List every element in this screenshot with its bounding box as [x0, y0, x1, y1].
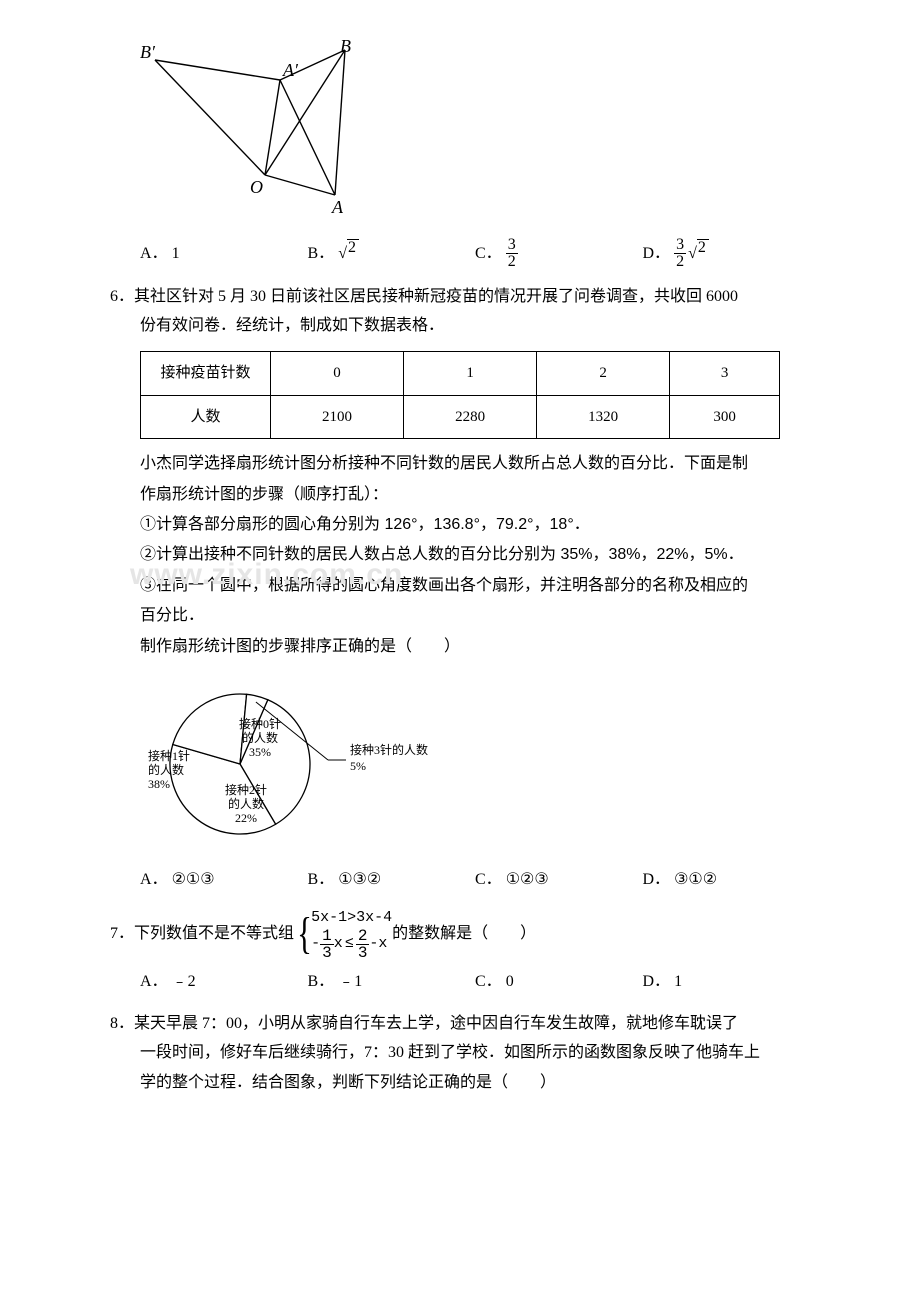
svg-text:22%: 22% — [235, 811, 257, 825]
svg-text:接种0针: 接种0针 — [239, 716, 281, 731]
q6-table: 接种疫苗针数 0 1 2 3 人数 2100 2280 1320 300 — [140, 351, 810, 439]
svg-text:接种1针: 接种1针 — [148, 748, 190, 763]
q7-option-a: A．﹣2 — [140, 967, 308, 997]
table-cell: 2100 — [271, 395, 404, 439]
q5-option-c: C． 32 — [475, 237, 643, 270]
q7-number: 7． — [110, 919, 134, 949]
q7-option-b: B．﹣1 — [308, 967, 476, 997]
table-cell: 300 — [670, 395, 780, 439]
q7-stem-suffix: 的整数解是（ ） — [392, 919, 536, 949]
svg-text:接种2针: 接种2针 — [225, 782, 267, 797]
svg-text:38%: 38% — [148, 777, 170, 791]
table-header: 2 — [537, 352, 670, 396]
svg-text:35%: 35% — [249, 745, 271, 759]
table-header: 1 — [404, 352, 537, 396]
svg-text:B: B — [340, 40, 351, 56]
q6-step2: ②计算出接种不同针数的居民人数占总人数的百分比分别为 35%，38%，22%，5… — [140, 546, 744, 563]
q8: 8．某天早晨 7：00，小明从家骑自行车去上学，途中因自行车发生故障，就地修车耽… — [110, 1009, 810, 1098]
q6-option-a: A．②①③ — [140, 865, 308, 895]
option-label: D． — [643, 239, 671, 269]
option-text: 1 — [172, 239, 180, 269]
q6-stem-2: 份有效问卷．经统计，制成如下数据表格． — [110, 311, 810, 341]
q6-step3a: ③在同一个圆中，根据所得的圆心角度数画出各个扇形，并注明各部分的名称及相应的 — [110, 571, 810, 601]
svg-text:5%: 5% — [350, 759, 366, 773]
svg-text:O: O — [250, 177, 263, 197]
fraction: 32 — [506, 237, 518, 270]
option-label: A． — [140, 239, 168, 269]
table-header: 接种疫苗针数 — [141, 352, 271, 396]
inequality-system: 5x-1>3x-4 - 13 x ≤ 23 -x — [311, 908, 392, 961]
q6-stem-1: 其社区针对 5 月 30 日前该社区居民接种新冠疫苗的情况开展了问卷调查，共收回… — [134, 288, 738, 305]
ineq-line1: 5x-1>3x-4 — [311, 908, 392, 928]
q6-option-c: C．①②③ — [475, 865, 643, 895]
q7-options: A．﹣2 B．﹣1 C．0 D．1 — [110, 967, 810, 997]
svg-text:的人数: 的人数 — [228, 796, 264, 811]
q8-line3: 学的整个过程．结合图象，判断下列结论正确的是（ ） — [110, 1068, 810, 1098]
option-label: B． — [308, 239, 335, 269]
svg-text:A′: A′ — [282, 60, 299, 80]
brace-icon: { — [297, 912, 312, 956]
table-cell: 2280 — [404, 395, 537, 439]
q6-option-d: D．③①② — [643, 865, 811, 895]
q7: 7． 下列数值不是不等式组 { 5x-1>3x-4 - 13 x ≤ 23 -x… — [110, 908, 810, 961]
q5-option-b: B． √2 — [308, 237, 476, 270]
svg-text:的人数: 的人数 — [148, 762, 184, 777]
q6-options: A．②①③ B．①③② C．①②③ D．③①② — [110, 865, 810, 895]
ineq-line2: - 13 x ≤ 23 -x — [311, 928, 392, 961]
q5-options: A． 1 B． √2 C． 32 D． 32 √2 — [110, 237, 810, 270]
q6-para2: 制作扇形统计图的步骤排序正确的是（ ） — [110, 632, 810, 662]
q5-option-a: A． 1 — [140, 237, 308, 270]
mixed-expr: 32 √2 — [674, 237, 709, 270]
table-header: 0 — [271, 352, 404, 396]
q7-option-c: C．0 — [475, 967, 643, 997]
q7-stem-prefix: 下列数值不是不等式组 — [134, 919, 294, 949]
svg-text:的人数: 的人数 — [242, 730, 278, 745]
option-label: C． — [475, 239, 502, 269]
sqrt-expr: √2 — [338, 239, 359, 269]
table-header: 3 — [670, 352, 780, 396]
svg-text:A: A — [331, 197, 344, 217]
svg-text:接种3针的人数: 接种3针的人数 — [350, 742, 428, 757]
q6-number: 6． — [110, 288, 134, 305]
q8-number: 8． — [110, 1015, 134, 1032]
q6-para1b: 作扇形统计图的步骤（顺序打乱）： — [110, 480, 810, 510]
q5-triangle-diagram: B′ B A′ O A — [140, 40, 810, 231]
q8-line2: 一段时间，修好车后继续骑行，7：30 赶到了学校．如图所示的函数图象反映了他骑车… — [110, 1038, 810, 1068]
q6-step3b: 百分比． — [110, 601, 810, 631]
q6-option-b: B．①③② — [308, 865, 476, 895]
q5-option-d: D． 32 √2 — [643, 237, 811, 270]
table-cell: 人数 — [141, 395, 271, 439]
q6-step1: ①计算各部分扇形的圆心角分别为 126°，136.8°，79.2°，18°． — [110, 510, 810, 540]
svg-text:B′: B′ — [140, 42, 156, 62]
q7-option-d: D．1 — [643, 967, 811, 997]
q6-para1: 小杰同学选择扇形统计图分析接种不同针数的居民人数所占总人数的百分比．下面是制 — [110, 449, 810, 479]
q6-pie-chart: 接种0针的人数35%接种3针的人数5%接种2针的人数22%接种1针的人数38% — [140, 676, 810, 857]
q6: 6．其社区针对 5 月 30 日前该社区居民接种新冠疫苗的情况开展了问卷调查，共… — [110, 282, 810, 895]
q8-line1: 某天早晨 7：00，小明从家骑自行车去上学，途中因自行车发生故障，就地修车耽误了 — [134, 1015, 738, 1032]
table-cell: 1320 — [537, 395, 670, 439]
